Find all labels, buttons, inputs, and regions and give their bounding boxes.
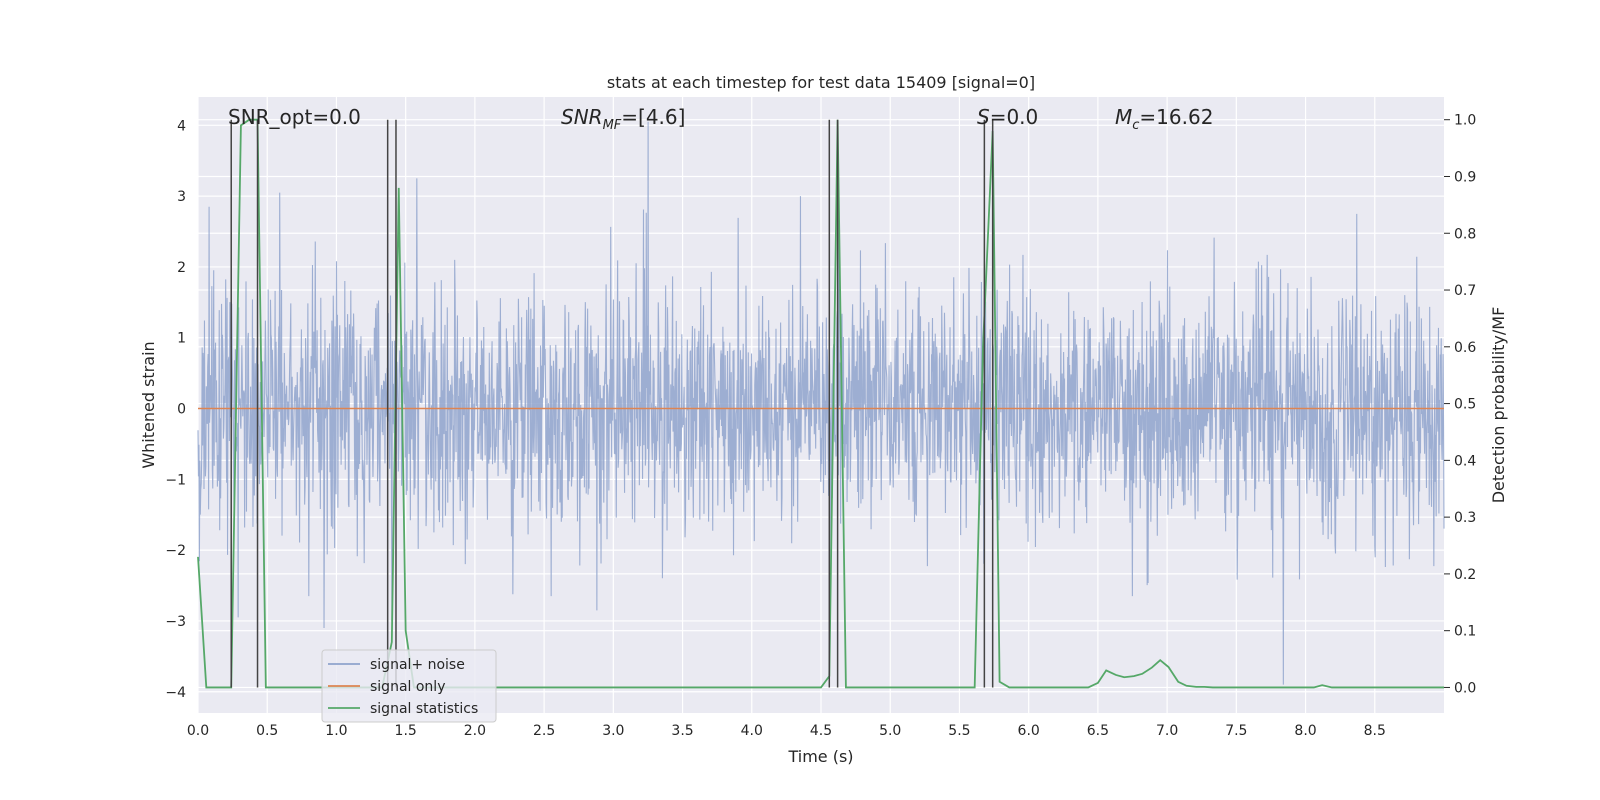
x-tick-label: 8.5 xyxy=(1364,723,1386,739)
legend-box xyxy=(321,649,497,723)
annotation-s: S=0.0 xyxy=(977,105,1038,129)
x-tick-label: 7.0 xyxy=(1156,723,1178,739)
legend-label-signal-only: signal only xyxy=(370,679,445,695)
y-left-tick-label: 1 xyxy=(177,331,186,347)
y-left-tick-label: 4 xyxy=(177,118,186,134)
annotation-snr-opt: SNR_opt=0.0 xyxy=(228,105,361,129)
x-tick-label: 4.5 xyxy=(810,723,832,739)
x-tick-label: 7.5 xyxy=(1225,723,1247,739)
x-tick-label: 0.5 xyxy=(256,723,278,739)
y-right-tick-label: 0.6 xyxy=(1454,340,1476,356)
y-left-tick-label: 3 xyxy=(177,189,186,205)
y-right-tick-label: 0.0 xyxy=(1454,680,1476,696)
tick-labels: 0.0 0.5 1.0 1.5 2.0 2.5 3.0 3.5 4.0 4.5 5.0 5.5 6.0 6… xyxy=(165,113,1476,739)
y-right-tick-label: 0.9 xyxy=(1454,169,1476,185)
y-axis-label-right: Detection probability/MF xyxy=(1489,307,1508,504)
y-right-tick-label: 0.1 xyxy=(1454,624,1476,640)
y-right-tick-label: 0.5 xyxy=(1454,397,1476,413)
legend-label-signal-statistics: signal statistics xyxy=(370,701,478,717)
x-tick-label: 5.0 xyxy=(879,723,901,739)
x-tick-label: 8.0 xyxy=(1294,723,1316,739)
y-left-tick-label: 2 xyxy=(177,260,186,276)
annotation-mc-sub: c xyxy=(1132,118,1139,133)
chart-title: stats at each timestep for test data 154… xyxy=(607,73,1035,92)
series-signal-noise xyxy=(197,121,1445,685)
x-tick-label: 2.5 xyxy=(533,723,555,739)
x-tick-label: 3.5 xyxy=(671,723,693,739)
x-axis-label: Time (s) xyxy=(787,747,853,766)
x-tick-label: 3.0 xyxy=(602,723,624,739)
vertical-markers xyxy=(230,119,994,688)
annotation-snr-mf-rest: =[4.6] xyxy=(621,105,685,129)
x-tick-label: 5.5 xyxy=(948,723,970,739)
x-tick-label: 2.0 xyxy=(464,723,486,739)
annotation-snr-mf-main: SNR xyxy=(561,105,603,129)
signal-noise-series xyxy=(197,121,1445,685)
x-tick-label: 6.0 xyxy=(1018,723,1040,739)
annotation-s-rest: =0.0 xyxy=(990,105,1039,129)
legend-label-signal-noise: signal+ noise xyxy=(370,657,465,673)
y-right-tick-label: 0.4 xyxy=(1454,453,1476,469)
y-right-tick-label: 1.0 xyxy=(1454,113,1476,129)
y-left-tick-label: −3 xyxy=(165,614,186,630)
x-tick-label: 1.5 xyxy=(395,723,417,739)
y-left-tick-label: −1 xyxy=(165,472,186,488)
legend: signal+ noise signal only signal statist… xyxy=(321,649,497,723)
y-left-tick-label: 0 xyxy=(177,402,186,418)
y-right-tick-label: 0.8 xyxy=(1454,226,1476,242)
annotation-mc: Mc=16.62 xyxy=(1115,105,1213,133)
annotation-snr-mf-sub: MF xyxy=(603,118,622,133)
annotation-snr-mf: SNRMF=[4.6] xyxy=(561,105,685,133)
y-right-tick-label: 0.3 xyxy=(1454,510,1476,526)
y-left-tick-label: −4 xyxy=(165,685,186,701)
y-right-tick-label: 0.7 xyxy=(1454,283,1476,299)
annotation-mc-main: M xyxy=(1115,105,1132,129)
x-tick-label: 4.0 xyxy=(741,723,763,739)
y-axis-label-left: Whitened strain xyxy=(139,341,158,468)
annotation-mc-rest: =16.62 xyxy=(1139,105,1213,129)
annotation-s-main: S xyxy=(977,105,990,129)
x-tick-label: 1.0 xyxy=(325,723,347,739)
x-tick-label: 0.0 xyxy=(187,723,209,739)
x-tick-label: 6.5 xyxy=(1087,723,1109,739)
y-left-tick-label: −2 xyxy=(165,543,186,559)
y-right-tick-label: 0.2 xyxy=(1454,567,1476,583)
